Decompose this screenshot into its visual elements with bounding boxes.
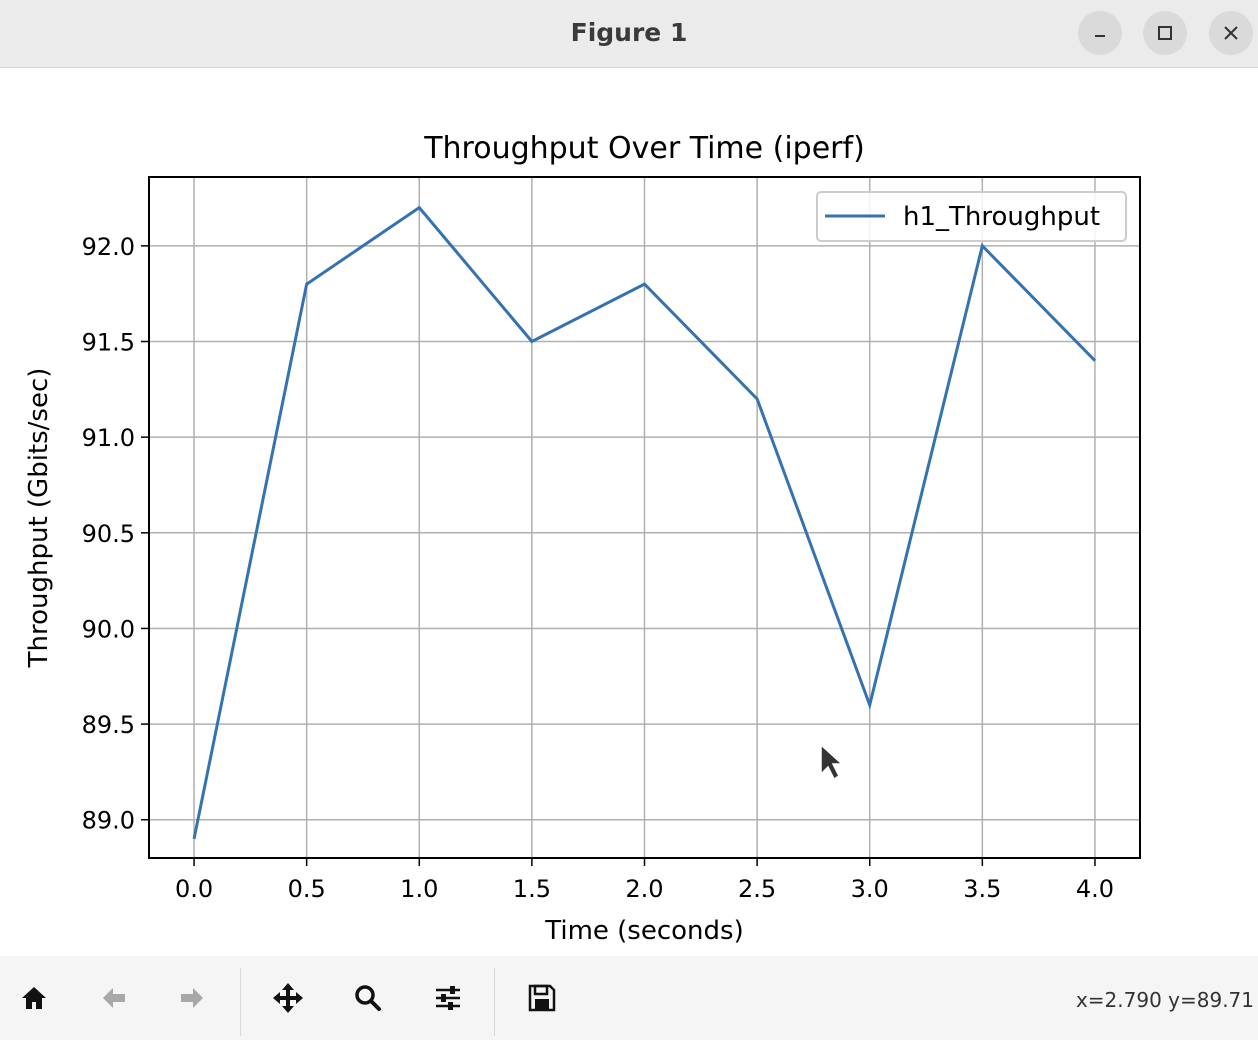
maximize-icon — [1158, 26, 1172, 40]
cursor-coordinates: x=2.790 y=89.71 — [1075, 988, 1254, 1012]
back-icon — [103, 988, 125, 1008]
x-tick-label: 4.0 — [1076, 875, 1114, 903]
chart-title: Throughput Over Time (iperf) — [423, 131, 865, 166]
figure-canvas[interactable]: 0.0 0.5 1.0 1.5 2.0 2.5 3.0 3.5 4.0 89.0 89.5 90.0 9… — [0, 69, 1258, 956]
legend-label-h1-throughput: h1_Throughput — [903, 202, 1100, 232]
x-axis-label: Time (seconds) — [544, 916, 743, 946]
pan-icon — [273, 983, 303, 1013]
forward-icon — [181, 988, 203, 1008]
y-tick-label: 89.5 — [82, 711, 135, 739]
y-tick-label: 89.0 — [82, 807, 135, 835]
zoom-button[interactable] — [346, 978, 390, 1018]
forward-button[interactable] — [170, 978, 214, 1018]
home-icon — [22, 987, 46, 1009]
back-button[interactable] — [92, 978, 136, 1018]
save-button[interactable] — [520, 978, 564, 1018]
x-tick-label: 2.5 — [738, 875, 776, 903]
x-tick-label: 0.0 — [175, 875, 213, 903]
x-tick-label: 1.5 — [513, 875, 551, 903]
x-tick-label: 1.0 — [400, 875, 438, 903]
zoom-icon — [355, 985, 381, 1011]
window-title: Figure 1 — [570, 18, 688, 47]
y-tick-label: 91.5 — [82, 329, 135, 357]
legend-box — [816, 191, 1127, 242]
toolbar-separator — [494, 968, 495, 1036]
line-chart[interactable]: 0.0 0.5 1.0 1.5 2.0 2.5 3.0 3.5 4.0 89.0 89.5 90.0 9… — [0, 69, 1258, 956]
close-icon — [1224, 26, 1238, 40]
axes-frame — [148, 176, 1141, 859]
title-bar: Figure 1 — [0, 0, 1258, 68]
x-tick-label: 0.5 — [288, 875, 326, 903]
y-tick-label: 90.5 — [82, 520, 135, 548]
close-button[interactable] — [1209, 11, 1253, 55]
x-tick-label: 3.0 — [851, 875, 889, 903]
y-tick-label: 92.0 — [82, 233, 135, 261]
minimize-icon — [1095, 35, 1105, 37]
y-axis-label: Throughput (Gbits/sec) — [24, 368, 54, 669]
y-tick-label: 91.0 — [82, 424, 135, 452]
pan-button[interactable] — [266, 978, 310, 1018]
series-points — [193, 207, 1096, 839]
toolbar-separator — [240, 968, 241, 1036]
legend: h1_Throughput — [816, 191, 1127, 242]
minimize-button[interactable] — [1078, 11, 1122, 55]
mouse-cursor-icon — [820, 743, 844, 781]
home-button[interactable] — [12, 978, 56, 1018]
x-tick-label: 3.5 — [963, 875, 1001, 903]
configure-subplots-button[interactable] — [426, 978, 470, 1018]
save-icon — [528, 984, 556, 1012]
grid — [149, 177, 1140, 858]
navigation-toolbar: x=2.790 y=89.71 — [0, 956, 1258, 1040]
ticks: 0.0 0.5 1.0 1.5 2.0 2.5 3.0 3.5 4.0 89.0 89.5 90.0 9… — [82, 233, 1114, 903]
x-tick-label: 2.0 — [625, 875, 663, 903]
y-tick-label: 90.0 — [82, 615, 135, 643]
maximize-button[interactable] — [1143, 11, 1187, 55]
configure-icon — [436, 986, 460, 1010]
